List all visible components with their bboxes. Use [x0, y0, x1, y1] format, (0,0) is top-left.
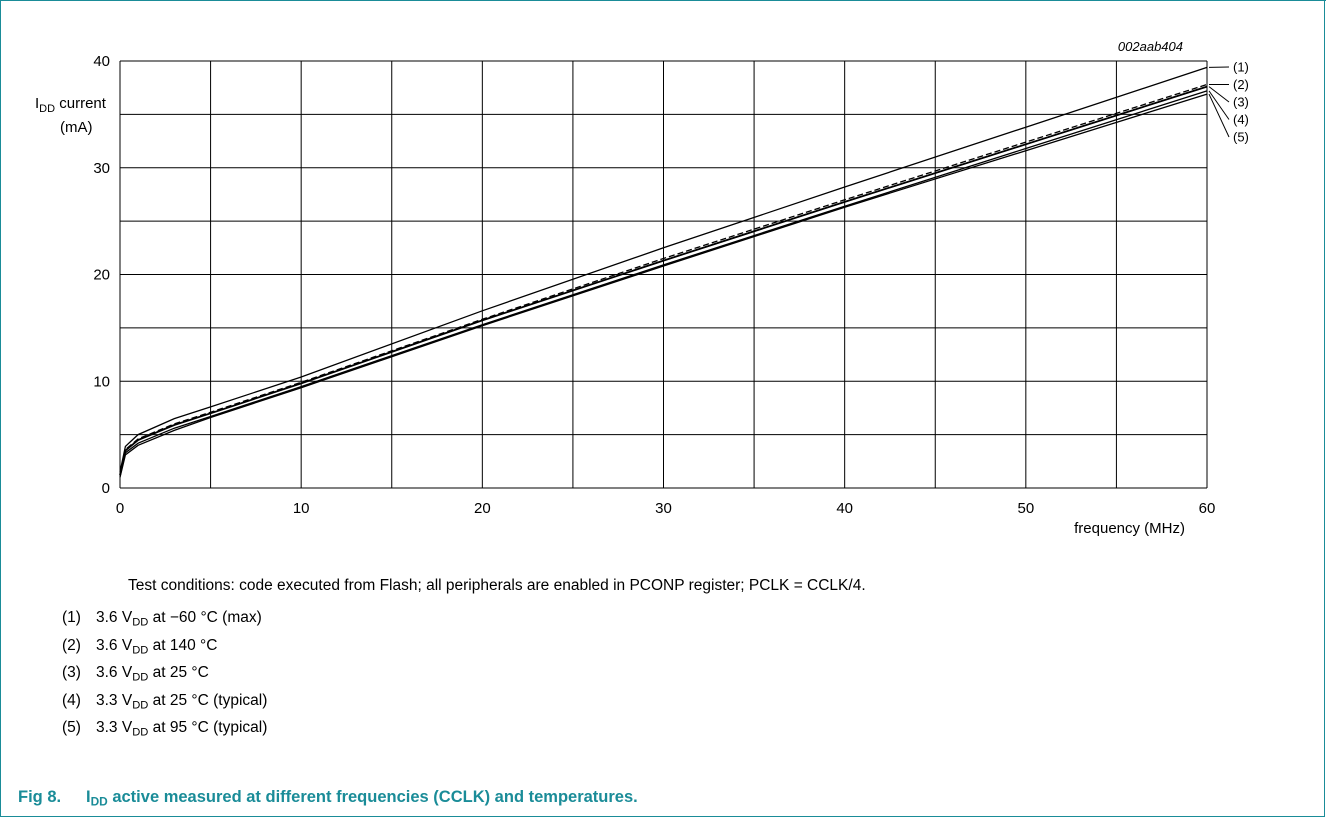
series-tags: (1) (2) (3) (4) (5) [1208, 60, 1249, 145]
legend-item: (5) 3.3 VDD at 95 °C (typical) [62, 719, 267, 747]
series-tag: (2) [1233, 77, 1249, 92]
y-tick-label: 30 [93, 160, 110, 177]
chart-grid [119, 60, 1208, 489]
legend-item: (4) 3.3 VDD at 25 °C (typical) [62, 692, 267, 720]
legend-text: 3.3 VDD at 95 °C (typical) [96, 719, 268, 739]
legend-text: 3.6 VDD at 25 °C [96, 664, 209, 684]
figure-number: Fig 8. [18, 788, 62, 806]
y-tick-label: 40 [93, 53, 110, 70]
series-tag: (1) [1233, 60, 1249, 75]
series-line [119, 93, 1208, 478]
legend-number: (1) [62, 609, 81, 626]
legend-item: (2) 3.6 VDD at 140 °C [62, 637, 267, 665]
y-axis-unit: (mA) [60, 119, 93, 136]
legend: (1) 3.6 VDD at −60 °C (max) (2) 3.6 VDD … [62, 609, 267, 747]
x-tick-labels: 0 10 20 30 40 50 60 [116, 500, 1216, 517]
x-tick-label: 0 [116, 500, 124, 517]
y-axis-title: IDD current [35, 95, 107, 115]
x-tick-label: 40 [836, 500, 853, 517]
legend-number: (3) [62, 664, 81, 681]
series-leader-line [1208, 86, 1230, 103]
test-conditions: Test conditions: code executed from Flas… [128, 577, 866, 594]
x-tick-label: 60 [1199, 500, 1216, 517]
y-tick-label: 10 [93, 373, 110, 390]
series-line [119, 90, 1208, 477]
series-line [119, 85, 1208, 476]
figure-title: IDD active measured at different frequen… [86, 788, 638, 809]
legend-text: 3.6 VDD at −60 °C (max) [96, 609, 262, 629]
legend-text: 3.6 VDD at 140 °C [96, 636, 218, 656]
legend-number: (5) [62, 719, 81, 736]
legend-number: (2) [62, 636, 81, 654]
x-tick-label: 30 [655, 500, 672, 517]
series-line [119, 66, 1208, 473]
figure-caption: Fig 8. IDD active measured at different … [18, 788, 638, 809]
series-tag: (4) [1233, 112, 1249, 127]
x-tick-label: 20 [474, 500, 491, 517]
series-tag: (3) [1233, 95, 1249, 110]
x-tick-label: 50 [1017, 500, 1034, 517]
y-tick-label: 20 [93, 267, 110, 284]
x-axis-title: frequency (MHz) [1074, 520, 1185, 537]
series-tag: (5) [1233, 130, 1249, 145]
series-leader-line [1208, 93, 1230, 138]
series-leader-line [1208, 90, 1230, 120]
x-tick-label: 10 [293, 500, 310, 517]
series-lines [119, 66, 1208, 478]
legend-number: (4) [62, 691, 81, 709]
y-tick-labels: 0 10 20 30 40 [93, 53, 110, 497]
legend-item: (3) 3.6 VDD at 25 °C [62, 664, 267, 692]
legend-text: 3.3 VDD at 25 °C (typical) [96, 691, 268, 711]
legend-item: (1) 3.6 VDD at −60 °C (max) [62, 609, 267, 637]
chart-code-label: 002aab404 [1118, 39, 1183, 54]
y-tick-label: 0 [102, 480, 110, 497]
